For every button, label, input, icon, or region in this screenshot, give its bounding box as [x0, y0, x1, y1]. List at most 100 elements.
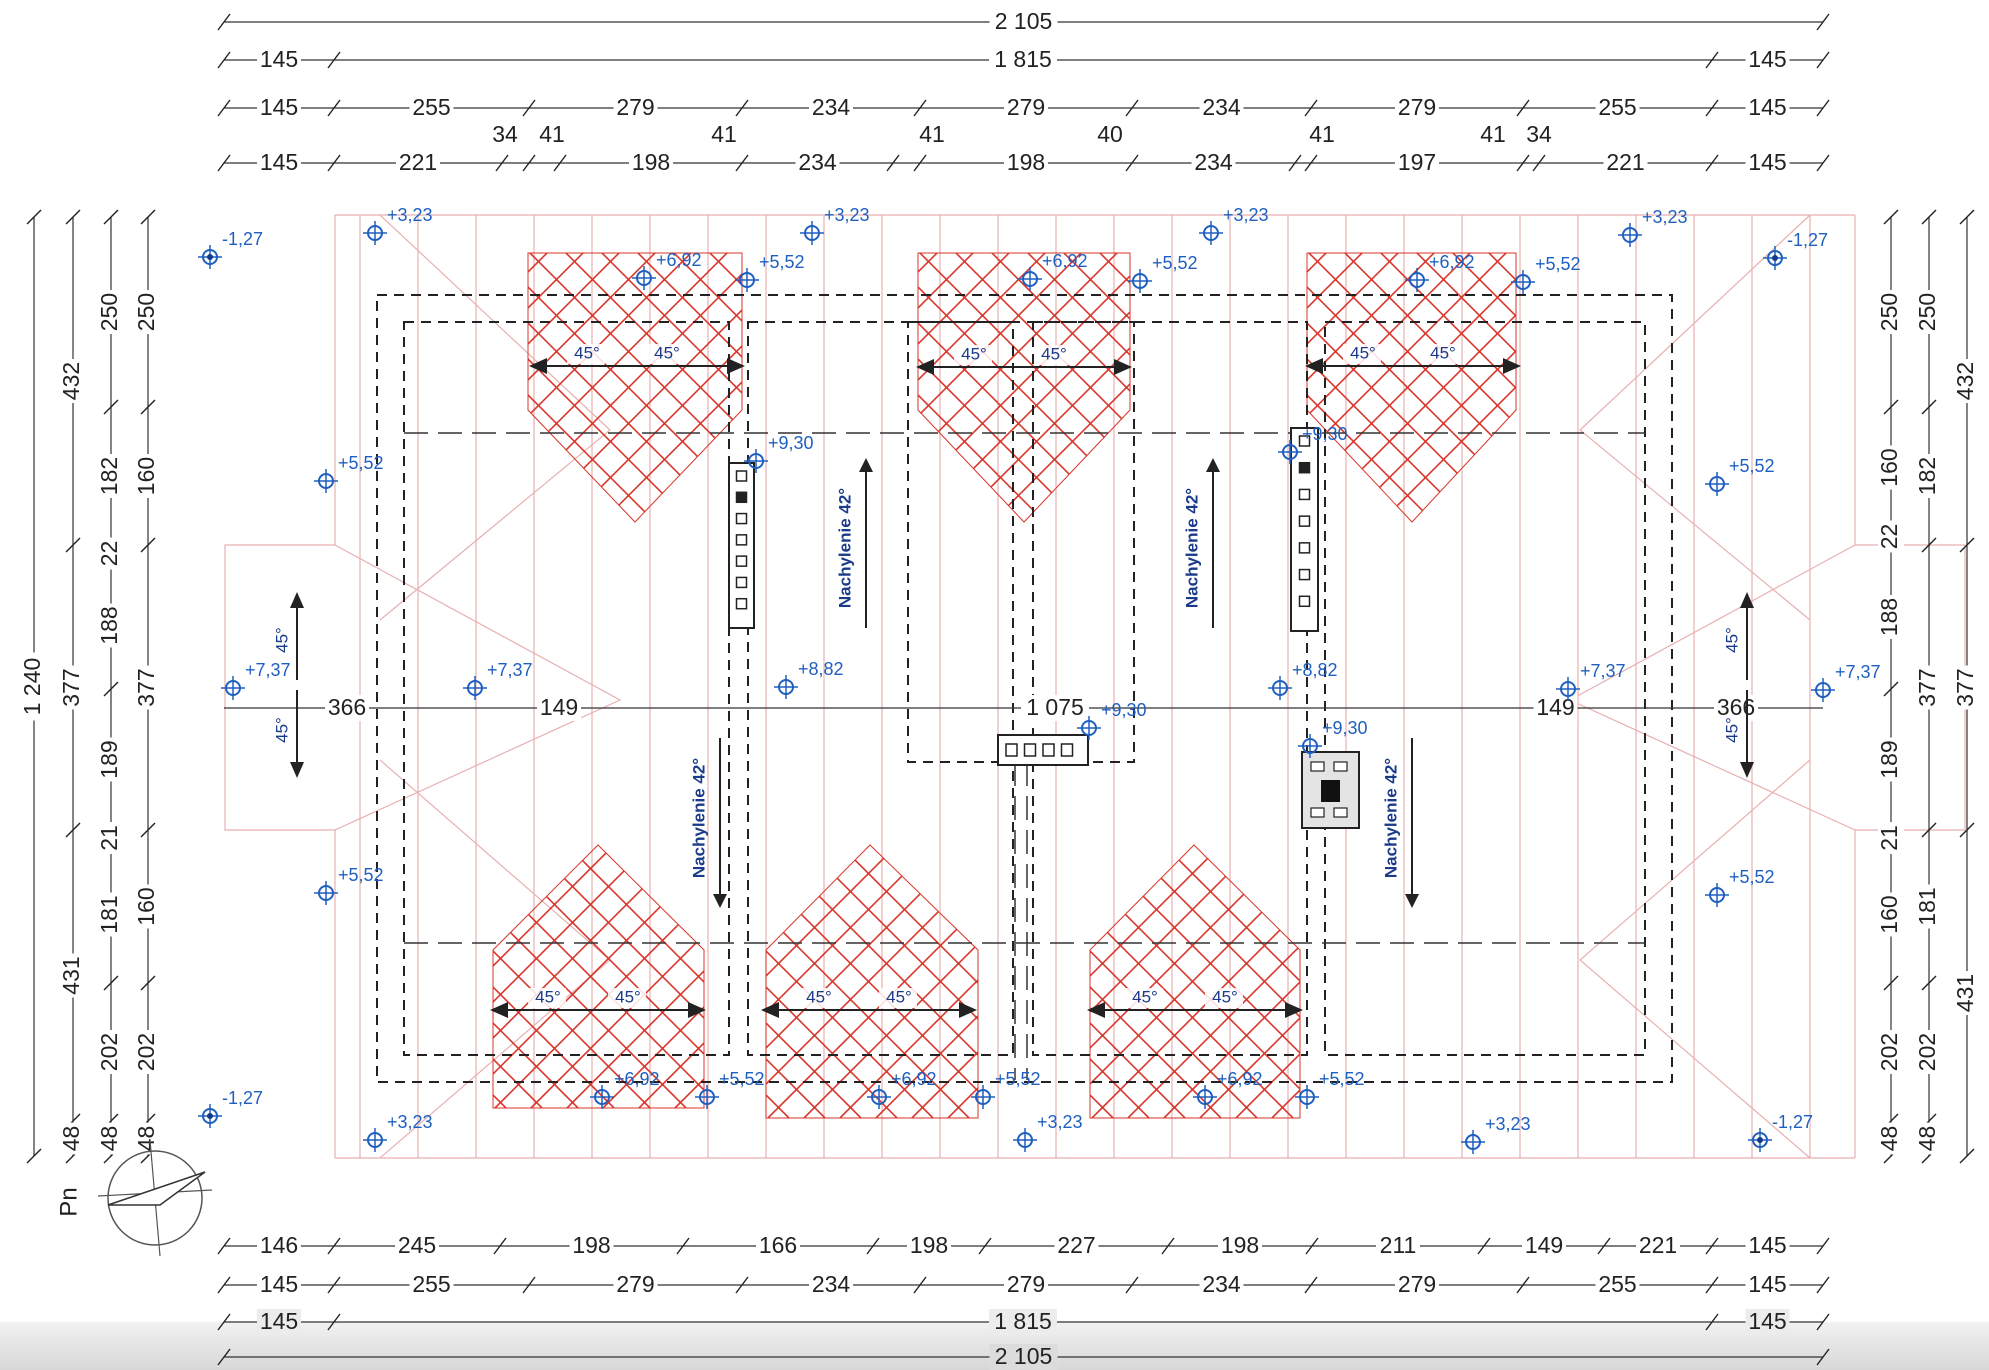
level-marker: -1,27: [198, 1088, 263, 1128]
dormer-outline: [765, 844, 979, 1119]
dim-tick: [103, 681, 119, 697]
dim-tick: [1125, 1276, 1139, 1294]
roof-edge: [1854, 215, 1966, 1158]
dim-tick: [327, 154, 341, 172]
chimney: [1301, 751, 1360, 829]
dim-tick: [1304, 1276, 1318, 1294]
level-marker: +6,92: [1193, 1069, 1263, 1109]
angle-label: 45°: [615, 987, 641, 1006]
dim-tick: [1516, 154, 1530, 172]
dim-label: 48: [1876, 1126, 1902, 1152]
chimneys: [728, 427, 1360, 829]
roof-edge: [379, 759, 611, 1159]
dim-tick: [1959, 537, 1975, 553]
dim-tick: [1532, 154, 1546, 172]
level-marker: +9,30: [1298, 718, 1368, 758]
level-label: +8,82: [1292, 660, 1338, 680]
dim-label: 234: [1194, 149, 1233, 175]
dim-label: 188: [1876, 598, 1902, 636]
dim-label: 431: [1952, 974, 1978, 1012]
dim-label: 255: [1598, 94, 1636, 120]
dim-tick: [65, 537, 81, 553]
level-marker: -1,27: [198, 229, 263, 269]
dim-label: 48: [1914, 1126, 1940, 1152]
dim-tick: [1921, 537, 1937, 553]
roof-edge: [1579, 759, 1811, 1159]
dim-label: 189: [1876, 740, 1902, 778]
wall-outline: [1032, 321, 1308, 1056]
dim-label: 366: [328, 694, 366, 720]
level-marker: +5,52: [1705, 867, 1775, 907]
dim-tick: [1921, 975, 1937, 991]
dim-tick: [1959, 1148, 1975, 1164]
dormer-hatch: [493, 845, 704, 1108]
dim-tick: [1816, 154, 1830, 172]
dim-tick: [1816, 1237, 1830, 1255]
dim-label: 431: [58, 956, 84, 994]
dim-tick: [978, 1237, 992, 1255]
dim-label: 48: [133, 1126, 159, 1152]
dim-label: 149: [1536, 694, 1574, 720]
level-label: +8,82: [798, 659, 844, 679]
level-marker: +7,37: [221, 660, 291, 700]
dim-label: 1 815: [994, 1308, 1052, 1334]
level-marker: +5,52: [1705, 456, 1775, 496]
dim-label: 2 105: [995, 1343, 1053, 1369]
level-label: +5,52: [338, 865, 384, 885]
dim-tick: [1883, 399, 1899, 415]
level-marker: +6,92: [632, 250, 702, 290]
angle-label: 45°: [574, 343, 600, 362]
level-label: -1,27: [222, 1088, 263, 1108]
dim-label: 250: [1876, 293, 1902, 331]
dim-label: 166: [759, 1232, 797, 1258]
dim-label: 182: [1914, 457, 1940, 495]
wall-outline: [403, 321, 730, 1056]
level-marker: +3,23: [1618, 207, 1688, 247]
angle-label: 45°: [535, 987, 561, 1006]
dim-label: 250: [96, 293, 122, 331]
dim-label: 211: [1380, 1232, 1417, 1258]
dim-label: 34: [492, 121, 518, 147]
dim-label: 145: [1748, 1271, 1786, 1297]
level-label: +9,30: [1302, 424, 1348, 444]
level-marker: -1,27: [1748, 1112, 1813, 1152]
level-label: -1,27: [1772, 1112, 1813, 1132]
dim-label: 198: [910, 1232, 948, 1258]
angle-labels: 45° 45° 45° 45° 45° 45°45° 45° 45° 45° 45° 45°45°4…: [272, 343, 1754, 1018]
dim-label: 377: [58, 668, 84, 706]
wall-outline-dashed: [376, 294, 1673, 1083]
dim-label: 1 240: [19, 658, 45, 716]
angle-label: 45°: [806, 987, 832, 1006]
level-marker: +5,52: [1128, 253, 1198, 293]
roof-edge: [1568, 544, 1856, 831]
level-marker: +3,23: [1461, 1114, 1531, 1154]
angle-label: 45°: [272, 717, 291, 743]
level-label: +6,92: [1042, 251, 1088, 271]
dim-label: 198: [1221, 1232, 1259, 1258]
dim-tick: [1125, 99, 1139, 117]
slope-label: Nachylenie 42°: [835, 488, 854, 608]
dim-tick: [1705, 1313, 1719, 1331]
dim-label: 40: [1097, 121, 1123, 147]
dormer-hatching: [492, 252, 1517, 1119]
level-marker: +5,52: [1295, 1069, 1365, 1109]
slope-label: Nachylenie 42°: [689, 758, 708, 878]
angle-indicator: 45° 45°: [529, 343, 745, 374]
angle-label: 45°: [1430, 343, 1456, 362]
level-marker: +8,82: [774, 659, 844, 699]
dim-tick: [1816, 51, 1830, 69]
dim-label: 221: [1606, 149, 1644, 175]
level-marker: +8,82: [1268, 660, 1338, 700]
angle-indicator: 45°: [1722, 690, 1754, 778]
dim-tick: [217, 51, 231, 69]
dim-label: 145: [260, 1308, 298, 1334]
level-label: +9,30: [1322, 718, 1368, 738]
dim-tick: [327, 1237, 341, 1255]
dim-tick: [1477, 1237, 1491, 1255]
dim-tick: [1883, 209, 1899, 225]
dim-label: 181: [96, 895, 122, 933]
level-label: +6,92: [1429, 252, 1475, 272]
level-marker: +7,37: [1811, 662, 1881, 702]
dim-label: 145: [260, 94, 298, 120]
dim-tick: [1304, 154, 1318, 172]
